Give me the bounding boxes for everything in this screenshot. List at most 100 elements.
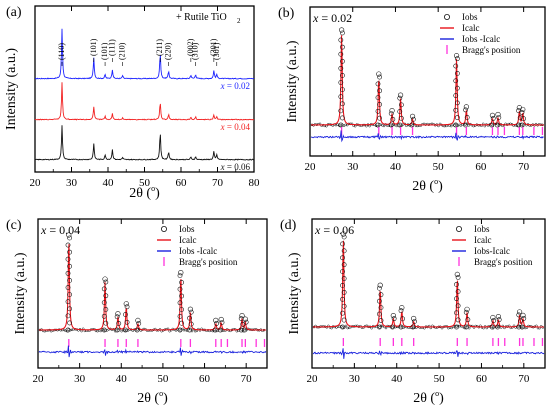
obs-point — [66, 232, 72, 238]
obs-point — [67, 249, 73, 255]
obs-point — [377, 282, 383, 288]
x-tick-label: 70 — [518, 161, 530, 173]
obs-point — [453, 53, 460, 59]
obs-point — [340, 231, 346, 237]
obs-point — [454, 324, 459, 330]
obs-point — [387, 124, 391, 128]
x-tick-label: 40 — [390, 161, 402, 173]
obs-point — [177, 300, 183, 306]
obs-point — [397, 92, 404, 98]
peak-label: (301) — [212, 42, 221, 60]
obs-point — [384, 326, 388, 330]
x-tick-label: 20 — [30, 177, 42, 189]
panel-title-x: x — [314, 223, 321, 237]
panel-title: x = 0.04 — [40, 223, 80, 237]
x-axis-label-main: 2θ ( — [412, 179, 434, 194]
obs-point — [218, 316, 224, 323]
legend-obs-symbol — [160, 225, 167, 232]
obs-point — [463, 107, 468, 113]
obs-point — [378, 318, 384, 323]
panel-label-a: (a) — [6, 5, 22, 20]
obs-point — [340, 269, 345, 275]
obs-point — [377, 88, 382, 94]
obs-point — [516, 312, 522, 318]
obs-point — [410, 116, 416, 122]
obs-point — [456, 324, 460, 328]
obs-point — [242, 316, 248, 322]
legend-obs-symbol — [455, 225, 462, 232]
obs-point — [64, 329, 67, 333]
obs-point — [346, 326, 349, 330]
obs-point — [188, 309, 194, 315]
x-tick-label: 30 — [66, 177, 78, 189]
obs-point — [483, 124, 487, 128]
obs-point — [340, 255, 345, 261]
obs-point — [455, 275, 461, 280]
obs-point — [341, 276, 347, 281]
obs-point — [179, 307, 185, 313]
obs-point — [450, 326, 453, 330]
x-tick-label: 40 — [103, 177, 115, 189]
y-axis-label: Intensity (a.u.) — [4, 48, 19, 130]
series-label-x: x — [220, 122, 225, 132]
legend-bragg-label: Bragg's position — [474, 257, 533, 267]
obs-point — [338, 37, 344, 43]
legend-diff-label: Iobs-Icalc — [474, 246, 510, 256]
obs-point — [377, 285, 382, 291]
obs-point — [187, 315, 192, 321]
obs-point — [495, 314, 502, 320]
panel-b: 20 30 40 50 60 70 2θ (o) Intensity (a.u.) x = 0.… — [278, 6, 546, 194]
obs-point — [378, 292, 384, 298]
plot-frame — [309, 6, 546, 157]
x-tick-label: 40 — [116, 373, 128, 385]
legend-rutile-subscript: 2 — [237, 17, 241, 25]
obs-point — [466, 324, 469, 328]
obs-point — [392, 123, 395, 127]
obs-point — [375, 81, 381, 87]
obs-point — [115, 311, 121, 317]
obs-point — [341, 289, 347, 295]
x-tick-label: 50 — [433, 161, 445, 173]
x-tick-label: 20 — [33, 373, 45, 385]
calc-line — [311, 35, 544, 126]
obs-point — [134, 327, 140, 333]
legend-obs-symbol — [443, 13, 450, 20]
obs-point — [391, 316, 397, 322]
obs-point — [465, 122, 469, 126]
plot-frame — [37, 218, 268, 369]
obs-point — [520, 312, 526, 318]
peak-label: (101) — [100, 42, 109, 60]
y-axis-label: Intensity (a.u.) — [285, 40, 300, 122]
x-tick-label: 40 — [391, 373, 403, 385]
peak-label: (210) — [118, 42, 127, 60]
obs-point — [454, 115, 460, 121]
obs-point — [517, 318, 523, 324]
obs-point — [375, 108, 381, 114]
obs-point — [489, 324, 495, 330]
series-line-1 — [34, 28, 255, 80]
obs-point — [101, 313, 107, 319]
x-axis-label: 2θ (o) — [412, 177, 443, 194]
obs-point — [65, 327, 71, 333]
obs-point — [179, 280, 185, 285]
obs-point — [124, 319, 130, 325]
calc-line — [313, 240, 544, 328]
obs-point — [212, 327, 218, 333]
diff-line — [310, 130, 544, 143]
obs-point — [375, 122, 381, 128]
obs-point — [177, 273, 183, 279]
legend-calc-label: Icalc — [474, 235, 491, 245]
obs-point — [389, 107, 395, 114]
panel-d: 20 30 40 50 60 70 2θ (o) Intensity (a.u.) x = 0.… — [280, 218, 546, 406]
peak-label: (301) — [209, 38, 218, 56]
obs-point — [179, 293, 185, 299]
obs-point — [103, 307, 109, 312]
x-tick-label: 50 — [139, 177, 151, 189]
obs-point — [243, 319, 249, 325]
series-label-value: = 0.04 — [225, 122, 251, 132]
obs-point — [392, 325, 396, 329]
obs-point — [390, 324, 395, 330]
obs-point — [338, 51, 344, 57]
obs-point — [213, 317, 219, 323]
obs-point — [398, 308, 404, 314]
